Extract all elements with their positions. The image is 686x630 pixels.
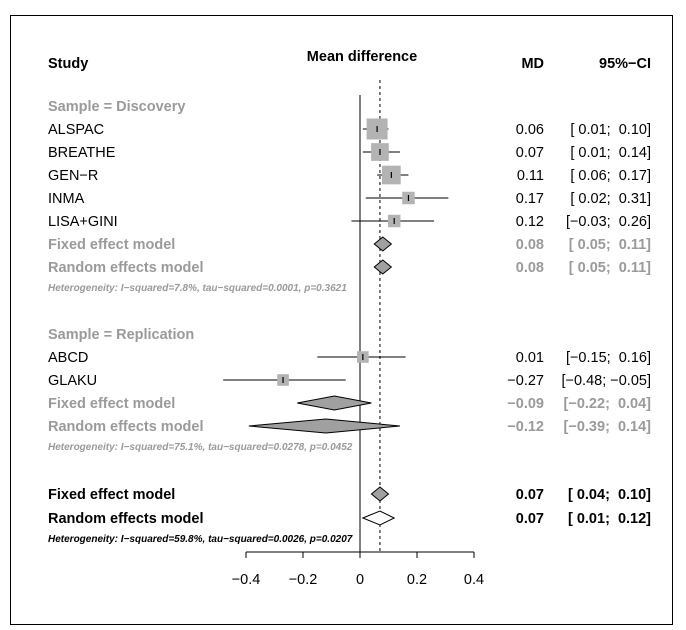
rows: Sample = Discovery ALSPAC 0.06 [ 0.01; 0.10… [48, 99, 651, 545]
ci-value: [−0.22; 0.04] [564, 396, 652, 412]
ci-value: [ 0.06; 0.17] [570, 168, 651, 184]
study-label: LISA+GINI [48, 214, 118, 230]
ci-value: [−0.03; 0.26] [566, 214, 651, 230]
study-label: GLAKU [48, 373, 97, 389]
subgroup-heterogeneity: Heterogeneity: I−squared=7.8%, tau−squar… [48, 283, 347, 294]
md-value: 0.07 [516, 487, 544, 503]
md-value: −0.12 [507, 419, 544, 435]
study-label: ABCD [48, 350, 88, 366]
overall-random-label: Random effects model [48, 511, 204, 527]
study-label: BREATHE [48, 145, 116, 161]
ci-value: [ 0.02; 0.31] [570, 191, 651, 207]
subgroup-fixed-label: Fixed effect model [48, 396, 175, 412]
subgroup-label: Sample = Discovery [48, 99, 185, 115]
study-label: GEN−R [48, 168, 98, 184]
md-value: 0.06 [516, 122, 544, 138]
study-label: INMA [48, 191, 85, 207]
ci-value: [−0.48; −0.05] [562, 373, 652, 389]
ci-value: [ 0.05; 0.11] [569, 237, 651, 253]
header-ci: 95%−CI [599, 56, 651, 72]
x-tick-label: −0.4 [232, 572, 261, 588]
overall-heterogeneity: Heterogeneity: I−squared=59.8%, tau−squa… [48, 534, 353, 545]
md-value: 0.08 [516, 260, 544, 276]
header-plot: Mean difference [307, 49, 417, 65]
subgroup-label: Sample = Replication [48, 327, 194, 343]
subgroup-random-diamond [373, 259, 393, 275]
overall-fixed-label: Fixed effect model [48, 487, 175, 503]
x-tick-label: 0.2 [407, 572, 427, 588]
x-tick-label: −0.2 [289, 572, 318, 588]
ci-value: [ 0.04; 0.10] [568, 487, 651, 503]
subgroup-fixed-diamond [297, 395, 372, 411]
subgroup-heterogeneity: Heterogeneity: I−squared=75.1%, tau−squa… [48, 442, 353, 453]
md-value: −0.27 [507, 373, 544, 389]
subgroup-random-label: Random effects model [48, 419, 204, 435]
ci-value: [ 0.05; 0.11] [569, 260, 651, 276]
md-value: 0.07 [516, 511, 544, 527]
ci-value: [−0.15; 0.16] [566, 350, 651, 366]
header-study: Study [48, 56, 88, 72]
ci-value: [ 0.01; 0.10] [570, 122, 651, 138]
x-axis: −0.4 −0.2 0 0.2 0.4 [232, 551, 484, 588]
subgroup-fixed-diamond [373, 236, 393, 252]
x-tick-label: 0 [356, 572, 364, 588]
ci-value: [−0.39; 0.14] [564, 419, 652, 435]
subgroup-fixed-label: Fixed effect model [48, 237, 175, 253]
study-label: ALSPAC [48, 122, 104, 138]
md-value: 0.01 [516, 350, 544, 366]
x-tick-label: 0.4 [464, 572, 484, 588]
overall-fixed-diamond [370, 486, 390, 502]
subgroup-random-label: Random effects model [48, 260, 204, 276]
subgroup-random-diamond [248, 418, 400, 434]
md-value: 0.12 [516, 214, 544, 230]
ci-value: [ 0.01; 0.12] [568, 511, 651, 527]
md-value: 0.17 [516, 191, 544, 207]
md-value: 0.08 [516, 237, 544, 253]
md-value: 0.07 [516, 145, 544, 161]
overall-random-diamond [361, 510, 396, 526]
ci-value: [ 0.01; 0.14] [570, 145, 651, 161]
md-value: −0.09 [507, 396, 544, 412]
md-value: 0.11 [517, 168, 544, 184]
header-md: MD [521, 56, 544, 72]
